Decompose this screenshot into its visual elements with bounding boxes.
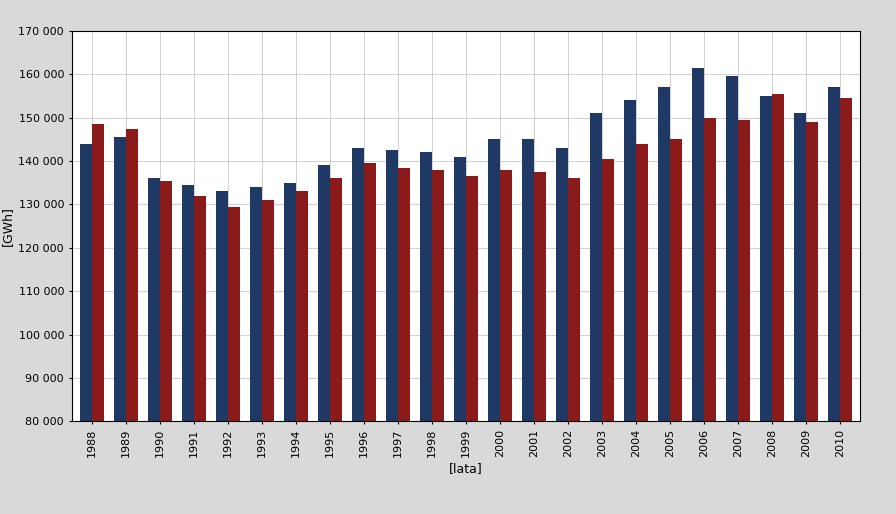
Bar xyxy=(454,157,466,514)
Bar xyxy=(840,98,852,514)
Bar xyxy=(228,207,240,514)
Bar xyxy=(602,159,614,514)
Bar xyxy=(692,68,704,514)
Bar xyxy=(364,163,375,514)
Bar xyxy=(398,168,409,514)
Bar xyxy=(216,191,228,514)
Bar xyxy=(352,148,364,514)
Bar xyxy=(160,180,172,514)
Bar xyxy=(284,183,296,514)
Bar xyxy=(296,191,308,514)
Bar xyxy=(556,148,568,514)
Y-axis label: [GWh]: [GWh] xyxy=(1,206,14,246)
Bar xyxy=(500,170,512,514)
Bar xyxy=(194,196,206,514)
Bar xyxy=(148,178,160,514)
Bar xyxy=(466,176,478,514)
Bar xyxy=(670,139,682,514)
Bar xyxy=(760,96,771,514)
Bar xyxy=(432,170,444,514)
Bar xyxy=(80,144,92,514)
Bar xyxy=(250,187,262,514)
Bar xyxy=(182,185,194,514)
Bar xyxy=(636,144,648,514)
X-axis label: [lata]: [lata] xyxy=(449,462,483,474)
Bar xyxy=(114,137,126,514)
Bar xyxy=(420,152,432,514)
Bar xyxy=(828,87,840,514)
Bar xyxy=(126,128,138,514)
Bar xyxy=(92,124,104,514)
Bar xyxy=(262,200,274,514)
Bar xyxy=(488,139,500,514)
Bar xyxy=(726,77,737,514)
Bar xyxy=(624,100,636,514)
Bar xyxy=(568,178,580,514)
Bar xyxy=(806,122,818,514)
Bar xyxy=(704,118,716,514)
Bar xyxy=(330,178,342,514)
Bar xyxy=(386,150,398,514)
Bar xyxy=(794,113,806,514)
Bar xyxy=(737,120,750,514)
Bar xyxy=(522,139,534,514)
Bar xyxy=(318,166,330,514)
Bar xyxy=(590,113,602,514)
Bar xyxy=(771,94,784,514)
Bar xyxy=(658,87,670,514)
Bar xyxy=(534,172,546,514)
